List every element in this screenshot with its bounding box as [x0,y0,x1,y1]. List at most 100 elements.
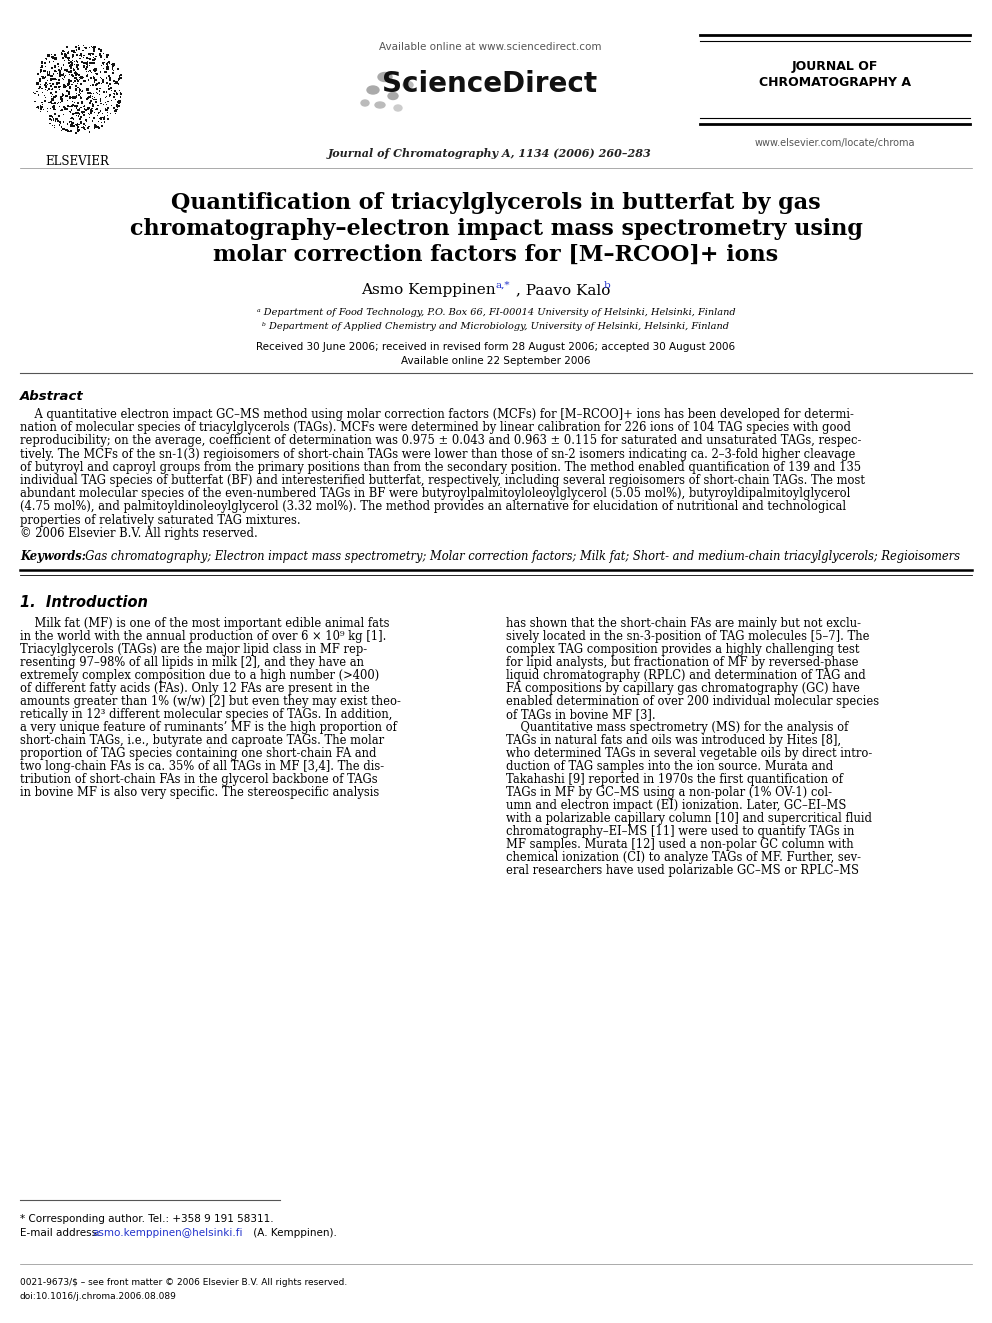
Bar [87,97,89,99]
Bar [65,108,67,110]
Bar [62,127,64,130]
Text: in bovine MF is also very specific. The stereospecific analysis: in bovine MF is also very specific. The … [20,786,379,799]
Bar [74,81,75,82]
Bar [96,87,98,90]
Bar [42,106,43,108]
Bar [78,74,80,77]
Bar [55,57,57,60]
Bar [112,71,114,74]
Bar [62,73,64,75]
Bar [99,87,101,90]
Bar [44,77,46,79]
Bar [98,127,100,128]
Text: Keywords:: Keywords: [20,550,86,564]
Bar [81,127,83,128]
Bar [76,112,78,114]
Bar [50,93,52,94]
Bar [62,50,64,52]
Bar [106,110,108,111]
Bar [76,105,78,107]
Bar [105,71,107,73]
Text: complex TAG composition provides a highly challenging test: complex TAG composition provides a highl… [506,643,859,656]
Bar [79,53,82,56]
Bar [59,74,62,77]
Bar [49,71,50,73]
Bar [75,132,77,134]
Bar [94,70,96,71]
Bar [72,50,74,53]
Bar [41,65,43,67]
Bar [106,64,108,65]
Bar [89,97,90,98]
Bar [66,130,69,132]
Bar [67,60,69,61]
Bar [113,97,115,98]
Bar [54,65,56,66]
Bar [85,108,87,111]
Bar [67,91,69,93]
Bar [114,110,116,112]
Bar [104,122,105,123]
Bar [45,62,46,64]
Bar [106,91,107,93]
Bar [51,79,52,81]
Bar [62,65,64,66]
Bar [99,90,100,91]
Bar [100,49,102,52]
Bar [99,99,101,102]
Bar [75,87,77,90]
Bar [62,94,63,95]
Bar [100,118,102,119]
Bar [80,107,81,108]
Bar [56,82,58,85]
Text: , Paavo Kalo: , Paavo Kalo [516,283,610,296]
Bar [93,69,95,71]
Bar [64,69,66,71]
Bar [59,89,61,90]
Ellipse shape [361,101,369,106]
Bar [83,65,85,67]
Bar [105,108,107,111]
Bar [119,101,121,102]
Bar [52,103,54,105]
Bar [106,66,108,67]
Text: Abstract: Abstract [20,390,83,404]
Bar [58,64,60,65]
Bar [52,89,54,90]
Bar [52,98,54,101]
Bar [70,124,72,127]
Bar [47,73,49,74]
Bar [88,102,90,105]
Bar [37,90,39,93]
Bar [63,75,65,78]
Bar [91,46,92,48]
Text: in the world with the annual production of over 6 × 10⁹ kg [1].: in the world with the annual production … [20,630,386,643]
Text: Available online 22 September 2006: Available online 22 September 2006 [401,356,591,366]
Text: ᵇ Department of Applied Chemistry and Microbiology, University of Helsinki, Hels: ᵇ Department of Applied Chemistry and Mi… [263,321,729,331]
Bar [41,75,43,77]
Bar [53,118,55,120]
Bar [39,86,41,89]
Bar [89,53,91,56]
Bar [72,118,74,120]
Bar [60,120,62,123]
Bar [102,81,104,83]
Bar [67,106,68,107]
Bar [45,101,46,102]
Text: retically in 12³ different molecular species of TAGs. In addition,: retically in 12³ different molecular spe… [20,708,393,721]
Text: properties of relatively saturated TAG mixtures.: properties of relatively saturated TAG m… [20,513,301,527]
Bar [80,102,83,103]
Bar [90,111,92,114]
Text: E-mail address:: E-mail address: [20,1228,104,1238]
Bar [63,106,64,108]
Bar [68,86,70,89]
Bar [66,83,69,86]
Bar [86,66,88,67]
Bar [94,81,95,82]
Bar [86,98,87,99]
Bar [75,77,77,79]
Bar [54,78,56,81]
Bar [62,83,64,86]
Text: a,*: a,* [496,280,511,290]
Bar [94,79,96,82]
